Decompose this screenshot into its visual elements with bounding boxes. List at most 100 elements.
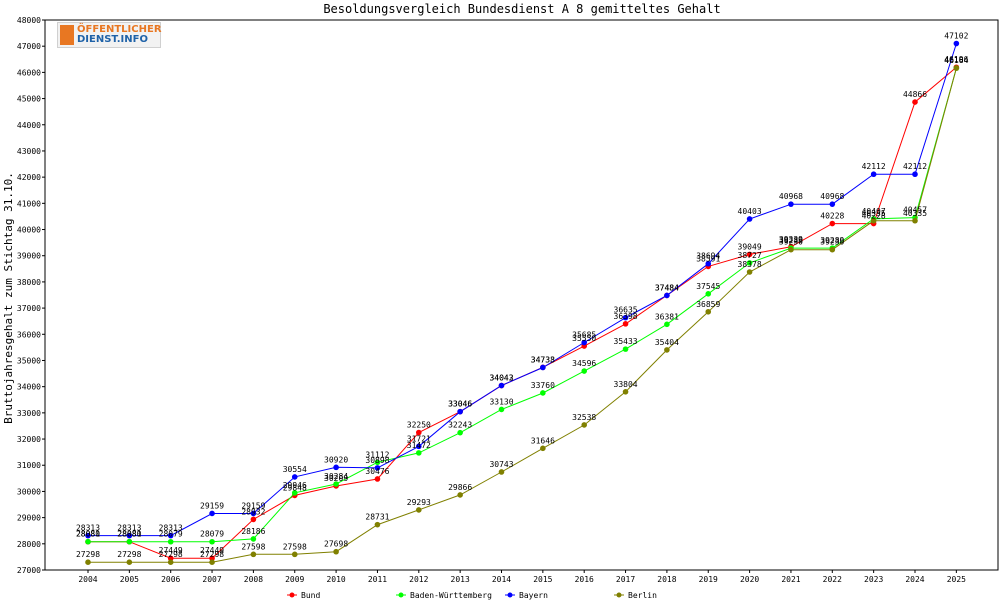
data-point bbox=[912, 171, 918, 178]
x-tick-label: 2005 bbox=[120, 575, 139, 584]
data-label: 33804 bbox=[614, 380, 638, 389]
data-label: 38591 bbox=[696, 254, 720, 263]
data-point bbox=[416, 507, 422, 513]
x-tick-label: 2009 bbox=[285, 575, 304, 584]
y-tick-label: 29000 bbox=[17, 514, 41, 523]
legend-label: Bayern bbox=[519, 591, 548, 600]
y-tick-label: 37000 bbox=[17, 304, 41, 313]
data-point bbox=[291, 551, 298, 558]
data-point bbox=[829, 220, 836, 227]
data-label: 28932 bbox=[241, 507, 265, 516]
data-point bbox=[705, 291, 712, 297]
data-label: 34042 bbox=[489, 374, 513, 383]
data-point bbox=[581, 368, 587, 374]
data-label: 31472 bbox=[407, 441, 431, 450]
data-label: 30743 bbox=[489, 460, 513, 469]
data-label: 28313 bbox=[117, 524, 141, 533]
data-point bbox=[416, 429, 422, 436]
data-label: 40457 bbox=[903, 206, 927, 215]
site-logo: ÖFFENTLICHER DIENST.INFO bbox=[57, 22, 162, 48]
data-point bbox=[416, 443, 422, 450]
x-tick-label: 2020 bbox=[740, 575, 759, 584]
x-tick-label: 2010 bbox=[326, 575, 345, 584]
y-tick-label: 44000 bbox=[17, 121, 41, 130]
data-point bbox=[912, 217, 918, 224]
legend-swatch-marker bbox=[616, 592, 622, 598]
data-point bbox=[498, 382, 505, 389]
y-tick-label: 28000 bbox=[17, 540, 41, 549]
data-point bbox=[581, 422, 587, 428]
data-point bbox=[829, 246, 836, 253]
data-point bbox=[333, 481, 339, 487]
data-label: 28080 bbox=[117, 530, 141, 539]
y-tick-label: 34000 bbox=[17, 383, 41, 392]
data-label: 37484 bbox=[655, 283, 679, 292]
data-label: 27598 bbox=[241, 542, 265, 551]
legend-label: Bund bbox=[301, 591, 320, 600]
data-point bbox=[333, 548, 339, 555]
data-point bbox=[333, 464, 339, 471]
y-tick-label: 33000 bbox=[17, 409, 41, 418]
data-point bbox=[953, 65, 960, 71]
data-label: 34596 bbox=[572, 359, 596, 368]
legend-swatch-marker bbox=[398, 592, 404, 598]
data-label: 37484 bbox=[655, 283, 679, 292]
data-point bbox=[788, 201, 794, 207]
data-label: 35404 bbox=[655, 338, 679, 347]
data-point bbox=[457, 492, 463, 498]
data-point bbox=[85, 532, 91, 539]
data-point bbox=[250, 536, 257, 542]
legend-label: Baden-Württemberg bbox=[410, 591, 492, 600]
data-point bbox=[167, 559, 174, 565]
data-label: 38378 bbox=[738, 260, 762, 269]
data-point bbox=[870, 217, 877, 224]
data-label: 44866 bbox=[903, 90, 927, 99]
data-point bbox=[126, 532, 133, 539]
series-line bbox=[88, 43, 957, 537]
data-label: 36398 bbox=[614, 312, 638, 321]
x-tick-label: 2004 bbox=[78, 575, 97, 584]
data-label: 35685 bbox=[572, 331, 596, 340]
y-tick-label: 48000 bbox=[17, 16, 41, 25]
data-point bbox=[209, 559, 215, 565]
logo-line2: DIENST.INFO bbox=[77, 34, 148, 45]
data-label: 30554 bbox=[283, 465, 307, 474]
data-point bbox=[374, 476, 381, 482]
data-point bbox=[250, 551, 257, 558]
x-tick-label: 2021 bbox=[781, 575, 800, 584]
data-point bbox=[374, 459, 381, 466]
series-line bbox=[88, 67, 957, 543]
data-label: 27298 bbox=[200, 550, 224, 559]
data-point bbox=[664, 321, 670, 328]
x-tick-label: 2017 bbox=[616, 575, 635, 584]
data-label: 40968 bbox=[820, 192, 844, 201]
data-label: 28079 bbox=[159, 530, 183, 539]
data-label: 33046 bbox=[448, 400, 472, 409]
x-tick-label: 2014 bbox=[492, 575, 511, 584]
data-point bbox=[457, 429, 463, 436]
data-point bbox=[167, 532, 174, 539]
data-label: 39049 bbox=[738, 242, 762, 251]
x-axis: 2004 2005 2006 2007 2008 2009 2010 2011 2012 2013… bbox=[78, 570, 966, 584]
x-tick-label: 2022 bbox=[823, 575, 842, 584]
data-label: 34738 bbox=[531, 355, 555, 364]
data-label: 32250 bbox=[407, 421, 431, 430]
data-label: 27449 bbox=[159, 546, 183, 555]
data-label: 27298 bbox=[159, 550, 183, 559]
data-labels: 28080 28080 27449 27449 28932 29848 30209 30476… bbox=[76, 32, 969, 560]
y-tick-label: 40000 bbox=[17, 226, 41, 235]
data-point bbox=[581, 339, 587, 346]
data-point bbox=[498, 406, 505, 413]
data-label: 29848 bbox=[283, 483, 307, 492]
logo-mark-icon bbox=[60, 25, 74, 45]
y-tick-label: 46000 bbox=[17, 68, 41, 77]
data-label: 38727 bbox=[738, 251, 762, 260]
data-point bbox=[540, 364, 546, 371]
data-label: 28081 bbox=[117, 530, 141, 539]
y-tick-label: 45000 bbox=[17, 95, 41, 104]
data-label: 47102 bbox=[944, 32, 968, 41]
data-label: 34043 bbox=[489, 374, 513, 383]
data-label: 46164 bbox=[944, 56, 968, 65]
data-label: 40335 bbox=[862, 209, 886, 218]
data-point bbox=[209, 510, 215, 517]
